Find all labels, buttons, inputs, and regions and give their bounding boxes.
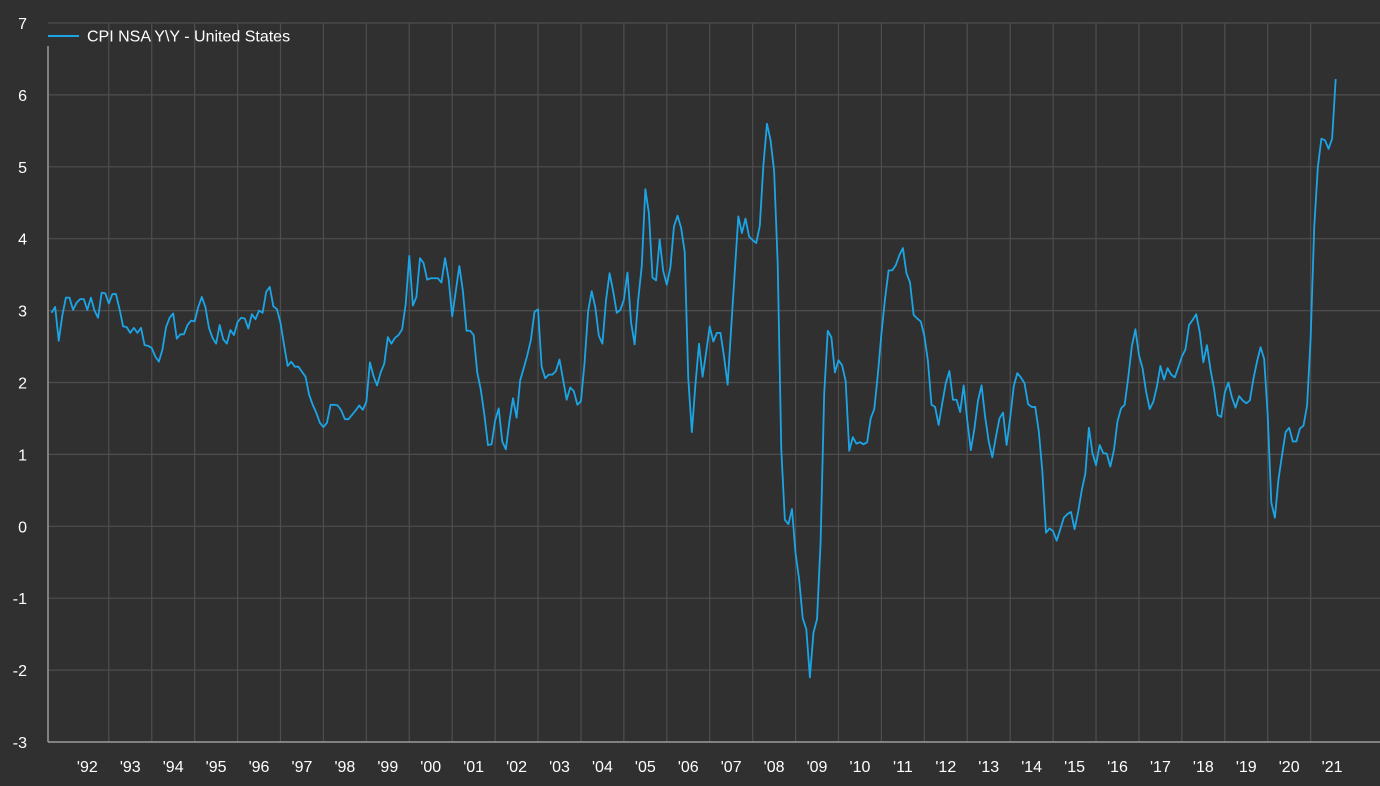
y-tick-label: -2 bbox=[13, 663, 27, 680]
y-tick-label: 3 bbox=[18, 304, 27, 321]
x-tick-label: '11 bbox=[893, 759, 913, 776]
x-tick-label: '05 bbox=[635, 759, 656, 776]
x-tick-label: '03 bbox=[549, 759, 570, 776]
series-line-cpi bbox=[50, 79, 1337, 679]
x-tick-label: '98 bbox=[334, 759, 355, 776]
x-tick-label: '99 bbox=[377, 759, 398, 776]
x-tick-label: '96 bbox=[249, 759, 270, 776]
vertical-gridlines bbox=[108, 23, 1312, 742]
y-tick-label: 4 bbox=[18, 232, 27, 249]
y-tick-label: 1 bbox=[18, 447, 27, 464]
x-tick-label: '95 bbox=[206, 759, 227, 776]
y-tick-label: -3 bbox=[13, 735, 27, 752]
y-axis-tick-labels: 7 6 5 4 3 2 1 0 -1 -2 -3 bbox=[13, 16, 27, 752]
x-tick-label: '01 bbox=[463, 759, 484, 776]
legend-label: CPI NSA Y\Y - United States bbox=[87, 29, 290, 46]
y-tick-label: 2 bbox=[18, 376, 27, 393]
x-tick-label: '02 bbox=[506, 759, 527, 776]
x-tick-label: '14 bbox=[1021, 759, 1042, 776]
x-axis-tick-labels: '92 '93 '94 '95 '96 '97 '98 '99 '00 '01 '02 '03 '04 '… bbox=[77, 759, 1343, 776]
y-tick-label: 7 bbox=[18, 16, 27, 33]
x-tick-label: '94 bbox=[163, 759, 184, 776]
y-tick-label: 5 bbox=[18, 160, 27, 177]
x-tick-label: '15 bbox=[1064, 759, 1085, 776]
x-tick-label: '19 bbox=[1236, 759, 1257, 776]
x-tick-label: '13 bbox=[978, 759, 999, 776]
legend: CPI NSA Y\Y - United States bbox=[48, 29, 290, 46]
x-tick-label: '18 bbox=[1193, 759, 1214, 776]
x-tick-label: '97 bbox=[292, 759, 313, 776]
x-tick-label: '04 bbox=[592, 759, 613, 776]
x-tick-label: '00 bbox=[420, 759, 441, 776]
x-tick-label: '16 bbox=[1107, 759, 1128, 776]
x-tick-label: '10 bbox=[850, 759, 871, 776]
x-tick-label: '12 bbox=[935, 759, 956, 776]
x-tick-label: '09 bbox=[807, 759, 828, 776]
x-tick-label: '20 bbox=[1279, 759, 1300, 776]
y-tick-label: 0 bbox=[18, 519, 27, 536]
x-tick-label: '93 bbox=[120, 759, 141, 776]
x-tick-label: '17 bbox=[1150, 759, 1171, 776]
x-tick-label: '07 bbox=[721, 759, 742, 776]
x-tick-label: '06 bbox=[678, 759, 699, 776]
x-tick-label: '92 bbox=[77, 759, 98, 776]
y-tick-label: -1 bbox=[13, 591, 27, 608]
x-tick-label: '21 bbox=[1322, 759, 1343, 776]
x-tick-label: '08 bbox=[764, 759, 785, 776]
y-tick-label: 6 bbox=[18, 88, 27, 105]
